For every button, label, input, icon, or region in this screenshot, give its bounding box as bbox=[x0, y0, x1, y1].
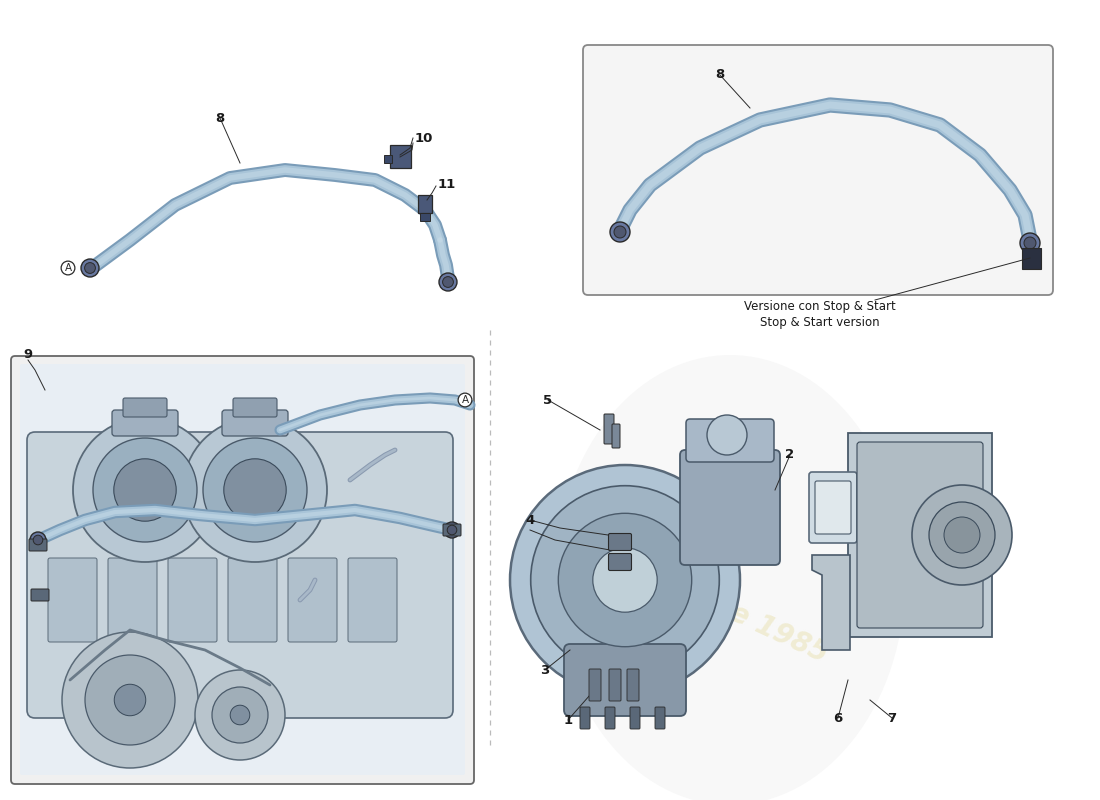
Circle shape bbox=[593, 548, 657, 612]
Circle shape bbox=[530, 486, 719, 674]
FancyBboxPatch shape bbox=[389, 145, 410, 167]
Circle shape bbox=[85, 655, 175, 745]
FancyBboxPatch shape bbox=[857, 442, 983, 628]
FancyBboxPatch shape bbox=[588, 669, 601, 701]
FancyBboxPatch shape bbox=[288, 558, 337, 642]
Circle shape bbox=[559, 514, 692, 646]
FancyBboxPatch shape bbox=[848, 433, 992, 637]
Circle shape bbox=[944, 517, 980, 553]
FancyBboxPatch shape bbox=[108, 558, 157, 642]
FancyBboxPatch shape bbox=[123, 398, 167, 417]
FancyBboxPatch shape bbox=[1022, 247, 1041, 269]
FancyBboxPatch shape bbox=[48, 558, 97, 642]
Circle shape bbox=[113, 459, 176, 522]
Text: 11: 11 bbox=[438, 178, 456, 191]
Circle shape bbox=[930, 502, 996, 568]
FancyBboxPatch shape bbox=[384, 154, 393, 163]
FancyBboxPatch shape bbox=[808, 472, 857, 543]
Circle shape bbox=[204, 438, 307, 542]
Circle shape bbox=[183, 418, 327, 562]
FancyBboxPatch shape bbox=[583, 45, 1053, 295]
Text: Stop & Start version: Stop & Start version bbox=[760, 316, 880, 329]
Text: 6: 6 bbox=[834, 711, 843, 725]
FancyBboxPatch shape bbox=[348, 558, 397, 642]
FancyBboxPatch shape bbox=[11, 356, 474, 784]
Circle shape bbox=[223, 459, 286, 522]
Circle shape bbox=[73, 418, 217, 562]
Text: A: A bbox=[65, 263, 72, 273]
Circle shape bbox=[448, 525, 456, 534]
Circle shape bbox=[912, 485, 1012, 585]
Circle shape bbox=[442, 277, 453, 287]
Circle shape bbox=[212, 687, 268, 743]
FancyBboxPatch shape bbox=[580, 707, 590, 729]
Circle shape bbox=[610, 222, 630, 242]
FancyBboxPatch shape bbox=[609, 669, 622, 701]
FancyBboxPatch shape bbox=[612, 424, 620, 448]
FancyBboxPatch shape bbox=[168, 558, 217, 642]
FancyBboxPatch shape bbox=[608, 554, 631, 570]
FancyBboxPatch shape bbox=[420, 213, 430, 222]
FancyBboxPatch shape bbox=[815, 481, 851, 534]
Circle shape bbox=[30, 532, 46, 548]
Ellipse shape bbox=[556, 355, 905, 800]
FancyBboxPatch shape bbox=[608, 534, 631, 550]
FancyBboxPatch shape bbox=[112, 410, 178, 436]
Circle shape bbox=[62, 632, 198, 768]
Text: 5: 5 bbox=[543, 394, 552, 406]
Circle shape bbox=[439, 273, 456, 291]
Text: 2: 2 bbox=[785, 449, 794, 462]
Text: 10: 10 bbox=[415, 131, 433, 145]
Text: 9: 9 bbox=[23, 347, 33, 361]
FancyBboxPatch shape bbox=[604, 414, 614, 444]
FancyBboxPatch shape bbox=[29, 539, 47, 551]
Text: parts: parts bbox=[641, 526, 719, 574]
Text: 1: 1 bbox=[563, 714, 573, 726]
Circle shape bbox=[1020, 233, 1040, 253]
Circle shape bbox=[1024, 237, 1036, 249]
FancyBboxPatch shape bbox=[605, 707, 615, 729]
FancyBboxPatch shape bbox=[31, 589, 50, 601]
FancyBboxPatch shape bbox=[418, 194, 432, 214]
FancyBboxPatch shape bbox=[20, 364, 465, 775]
Text: 8: 8 bbox=[216, 111, 224, 125]
FancyBboxPatch shape bbox=[564, 644, 686, 716]
Text: since 1985: since 1985 bbox=[668, 572, 832, 668]
Circle shape bbox=[444, 522, 460, 538]
Circle shape bbox=[195, 670, 285, 760]
Text: 4: 4 bbox=[526, 514, 535, 526]
Circle shape bbox=[707, 415, 747, 455]
Text: 3: 3 bbox=[540, 663, 550, 677]
Circle shape bbox=[114, 684, 145, 716]
FancyBboxPatch shape bbox=[627, 669, 639, 701]
Text: 8: 8 bbox=[715, 69, 725, 82]
FancyBboxPatch shape bbox=[233, 398, 277, 417]
Circle shape bbox=[510, 465, 740, 695]
Circle shape bbox=[230, 706, 250, 725]
FancyBboxPatch shape bbox=[228, 558, 277, 642]
Circle shape bbox=[81, 259, 99, 277]
FancyBboxPatch shape bbox=[686, 419, 774, 462]
Circle shape bbox=[94, 438, 197, 542]
Circle shape bbox=[33, 535, 43, 545]
FancyBboxPatch shape bbox=[630, 707, 640, 729]
Circle shape bbox=[85, 262, 96, 274]
FancyBboxPatch shape bbox=[28, 432, 453, 718]
FancyBboxPatch shape bbox=[443, 524, 461, 536]
Text: A: A bbox=[461, 395, 469, 405]
Circle shape bbox=[614, 226, 626, 238]
FancyBboxPatch shape bbox=[222, 410, 288, 436]
Text: Versione con Stop & Start: Versione con Stop & Start bbox=[744, 300, 895, 313]
Text: 7: 7 bbox=[888, 711, 896, 725]
Polygon shape bbox=[812, 555, 850, 650]
FancyBboxPatch shape bbox=[654, 707, 666, 729]
FancyBboxPatch shape bbox=[680, 450, 780, 565]
